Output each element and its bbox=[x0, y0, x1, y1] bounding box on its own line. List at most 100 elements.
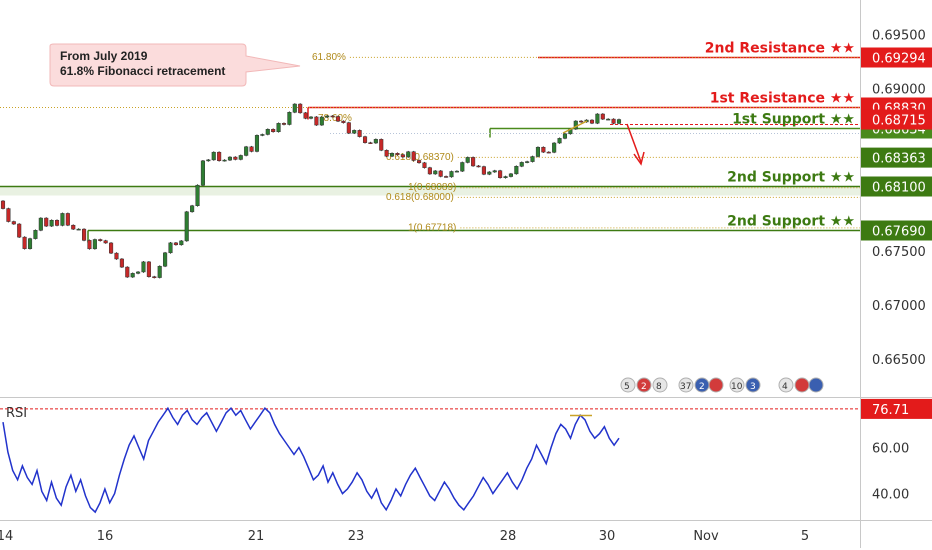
candle-body bbox=[190, 205, 195, 213]
candle-body bbox=[238, 155, 243, 160]
fib-label: 1(0.68089) bbox=[408, 182, 456, 193]
svg-text:2: 2 bbox=[641, 382, 647, 392]
fib-layer: 61.80% 78.60% 0.618(0.68370) 1(0.68089)0.61… bbox=[312, 52, 860, 233]
candle-body bbox=[168, 242, 173, 254]
candle-body bbox=[109, 242, 114, 254]
candle-body bbox=[222, 159, 227, 162]
level-price-value: 0.68100 bbox=[872, 181, 926, 196]
candle-body bbox=[103, 240, 108, 244]
event-icons: 5 2 8 37 2 10 3 4 bbox=[620, 377, 824, 393]
time-tick-label: Nov bbox=[693, 529, 719, 544]
candle-body bbox=[152, 276, 157, 278]
candle-body bbox=[17, 223, 22, 238]
candle-body bbox=[54, 219, 60, 226]
candle-body bbox=[211, 151, 216, 161]
candle-body bbox=[157, 265, 162, 278]
level-price-tag bbox=[861, 176, 932, 197]
candle-body bbox=[233, 156, 238, 160]
candle-body bbox=[535, 146, 540, 157]
candle-body bbox=[254, 135, 260, 152]
candle-body bbox=[487, 171, 492, 175]
time-tick-label: 28 bbox=[500, 529, 517, 544]
fib-label: 1(0.67718) bbox=[408, 222, 456, 233]
candle-body bbox=[589, 119, 595, 124]
candle-body bbox=[179, 240, 184, 246]
candle-body bbox=[557, 138, 562, 144]
candle-body bbox=[87, 240, 92, 250]
candle-body bbox=[65, 213, 70, 226]
candle-body bbox=[579, 120, 584, 123]
candle-body bbox=[444, 176, 449, 178]
time-tick-label: 21 bbox=[248, 529, 265, 544]
trend-marker bbox=[562, 120, 588, 134]
candle-body bbox=[492, 170, 497, 173]
level-label: 1st Support ★★ bbox=[732, 112, 855, 128]
candle-body bbox=[217, 151, 222, 161]
level-price-value: 0.69294 bbox=[872, 52, 926, 67]
rsi-line bbox=[2, 406, 620, 514]
candle-body bbox=[0, 200, 6, 209]
price-tag bbox=[861, 109, 932, 130]
fib-label: 0.618(0.68370) bbox=[386, 152, 454, 163]
candle-body bbox=[379, 139, 384, 151]
candle-body bbox=[552, 142, 557, 153]
price-tick-label: 0.69500 bbox=[872, 29, 926, 44]
candle-body bbox=[27, 238, 33, 249]
price-tick-label: 0.67000 bbox=[872, 299, 926, 314]
level-label: 2nd Support ★★ bbox=[727, 170, 855, 186]
candle-body bbox=[611, 118, 616, 124]
candle-body bbox=[595, 113, 600, 124]
svg-text:3: 3 bbox=[750, 382, 756, 392]
candle-body bbox=[33, 230, 38, 239]
candle-body bbox=[76, 228, 81, 231]
candle-body bbox=[308, 116, 314, 119]
levels-layer: 2nd Resistance ★★ 1st Resistance ★★ 1st Su… bbox=[0, 41, 860, 243]
svg-text:5: 5 bbox=[624, 382, 630, 392]
candle-body bbox=[292, 103, 297, 113]
candle-body bbox=[346, 122, 351, 134]
candle-body bbox=[22, 236, 27, 249]
candle-body bbox=[519, 162, 524, 167]
svg-text:4: 4 bbox=[782, 382, 788, 392]
candle-body bbox=[427, 167, 432, 175]
candle-body bbox=[287, 112, 292, 125]
candle-body bbox=[260, 134, 265, 136]
time-tick-label: 14 bbox=[0, 529, 13, 544]
svg-text:10: 10 bbox=[731, 382, 743, 392]
candle-body bbox=[400, 154, 405, 158]
candle-body bbox=[606, 118, 611, 121]
time-axis: 14 16 21 23 28 30 Nov 5 bbox=[0, 529, 809, 544]
candle-body bbox=[341, 120, 346, 123]
candle-body bbox=[460, 162, 465, 172]
candle-body bbox=[481, 166, 486, 175]
fib-label: 61.80% bbox=[312, 52, 346, 63]
price-axis: 0.69500 0.69000 0.67500 0.67000 0.66500 bbox=[872, 29, 926, 369]
candle-body bbox=[373, 139, 378, 144]
fib-label: 0.618(0.68000) bbox=[386, 192, 454, 203]
level-price-tag bbox=[861, 220, 932, 241]
price-tick-label: 0.67500 bbox=[872, 245, 926, 260]
candle-body bbox=[281, 123, 287, 125]
candle-body bbox=[471, 157, 476, 167]
price-tick-label: 0.66500 bbox=[872, 353, 926, 368]
candle-body bbox=[352, 130, 357, 134]
candle-body bbox=[476, 165, 481, 168]
candle-body bbox=[130, 273, 135, 278]
candle-body bbox=[119, 258, 124, 268]
candle-body bbox=[438, 170, 443, 177]
candle-body bbox=[249, 146, 254, 152]
candle-body bbox=[616, 119, 622, 124]
candle-body bbox=[546, 151, 551, 154]
candle-body bbox=[136, 271, 141, 274]
candle-body bbox=[503, 176, 508, 178]
rsi-tick-label: 40.00 bbox=[872, 488, 909, 503]
candle-body bbox=[508, 173, 513, 177]
candle-body bbox=[271, 129, 276, 133]
candle-body bbox=[384, 150, 389, 157]
candle-body bbox=[227, 156, 232, 161]
rsi-pane: 76.71 60.00 40.00 bbox=[0, 398, 932, 514]
candle-body bbox=[335, 116, 341, 122]
candle-body bbox=[11, 221, 16, 225]
candle-body bbox=[422, 162, 427, 168]
